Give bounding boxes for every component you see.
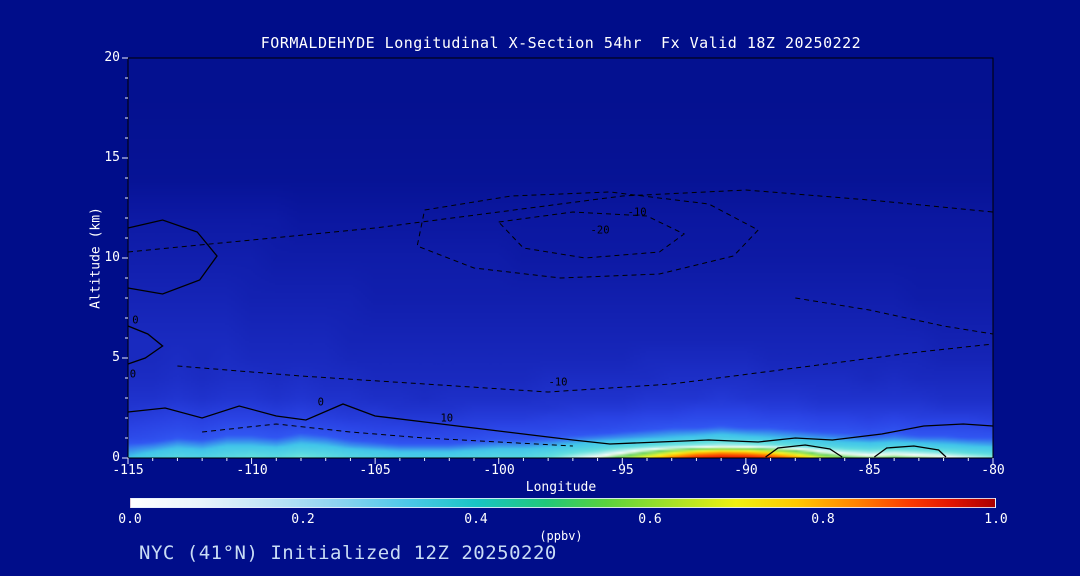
- footer-caption: NYC (41°N) Initialized 12Z 20250220: [139, 542, 557, 564]
- y-tick-label: 15: [104, 150, 120, 165]
- x-tick-label: -105: [359, 463, 391, 478]
- y-tick-label: 10: [104, 250, 120, 265]
- chart-title: FORMALDEHYDE Longitudinal X-Section 54hr…: [260, 34, 862, 52]
- colorbar-units-label: (ppbv): [539, 529, 583, 543]
- heatmap-canvas: [128, 58, 993, 458]
- y-tick-label: 20: [104, 50, 120, 65]
- x-tick-label: -100: [483, 463, 515, 478]
- colorbar-gradient: [130, 498, 996, 508]
- y-tick-label: 5: [112, 350, 120, 365]
- colorbar-tick-label: 0.8: [811, 512, 835, 527]
- x-tick-label: -95: [610, 463, 634, 478]
- colorbar-tick-label: 0.2: [291, 512, 315, 527]
- x-axis-label: Longitude: [525, 480, 597, 495]
- colorbar-tick-label: 0.0: [118, 512, 142, 527]
- y-tick-label: 0: [112, 450, 120, 465]
- colorbar-tick-label: 1.0: [984, 512, 1008, 527]
- x-tick-label: -85: [857, 463, 881, 478]
- x-tick-label: -90: [734, 463, 758, 478]
- x-tick-label: -110: [236, 463, 268, 478]
- x-tick-label: -80: [981, 463, 1005, 478]
- colorbar-tick-label: 0.6: [638, 512, 662, 527]
- x-tick-label: -115: [112, 463, 144, 478]
- colorbar-tick-label: 0.4: [464, 512, 488, 527]
